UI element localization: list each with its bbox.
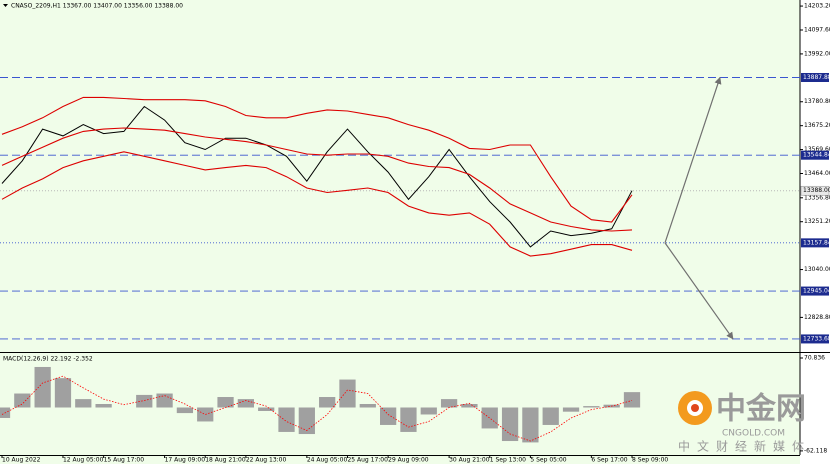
last-price-label: 13388.00	[803, 187, 830, 194]
macd-bar	[197, 407, 214, 422]
watermark-site: CNGOLD.COM	[722, 429, 785, 439]
macd-bar	[217, 397, 234, 408]
macd-bar	[522, 407, 539, 443]
macd-bar	[440, 399, 458, 408]
x-tick-label: 5 Sep 05:00	[530, 457, 566, 464]
macd-bar	[54, 378, 72, 408]
x-tick-label: 15 Aug 17:00	[104, 457, 145, 464]
last-price-box	[800, 185, 830, 196]
y-tick-label: 70.836	[804, 355, 825, 362]
signal-line	[1, 375, 633, 442]
level-label: 13544.84	[803, 152, 830, 159]
level-label-box	[801, 72, 829, 82]
x-tick-label: 10 Aug 2022	[2, 457, 41, 464]
macd-bar	[400, 407, 417, 432]
price-line	[1, 105, 633, 248]
macd-bar	[583, 406, 600, 408]
macd-bar	[237, 399, 254, 408]
level-label: 12945.04	[803, 288, 830, 295]
macd-bar	[14, 393, 31, 408]
y-tick-label: 13356.80	[804, 194, 830, 201]
x-tick-label: 18 Aug 21:00	[205, 457, 246, 464]
macd-bar	[481, 407, 498, 429]
watermark: 中金网 CNGOLD.COM 中文财经新媒体	[678, 391, 811, 454]
x-tick-label: 8 Sep 09:00	[632, 457, 668, 464]
projection-up	[664, 76, 722, 244]
macd-bar	[278, 407, 295, 432]
level-label: 13157.84	[803, 239, 830, 246]
macd-bar	[420, 407, 437, 415]
macd-bar	[75, 399, 92, 408]
level-label-box	[801, 150, 829, 160]
x-tick-label: 29 Aug 09:00	[388, 457, 429, 464]
band-line	[1, 151, 633, 257]
macd-bar	[258, 407, 275, 411]
band-line	[1, 127, 633, 232]
macd-bar	[380, 407, 397, 425]
macd-bar	[95, 404, 112, 408]
projection-down	[664, 242, 734, 340]
menu-triangle	[3, 4, 8, 7]
plot-background	[0, 0, 800, 464]
y-tick-label: 13251.20	[804, 218, 830, 225]
x-tick-label: 12 Aug 05:00	[63, 457, 104, 464]
y-tick-label: -62.118	[804, 447, 827, 454]
macd-bar	[176, 407, 194, 414]
x-tick-label: 30 Aug 21:00	[449, 457, 490, 464]
macd-bar	[542, 407, 559, 425]
y-tick-label: 13675.20	[804, 122, 830, 129]
macd-bar	[623, 392, 641, 408]
watermark-slogan: 中文财经新媒体	[678, 439, 811, 454]
level-label: 12733.68	[803, 335, 830, 342]
level-label-box	[801, 286, 829, 296]
macd-bar	[34, 366, 51, 408]
y-tick-label: 13569.60	[804, 146, 830, 153]
y-tick-label: 13464.00	[804, 170, 830, 177]
y-tick-label: 12828.80	[804, 314, 830, 321]
macd-bar	[339, 379, 356, 408]
macd-bar	[359, 404, 376, 408]
level-label-box	[801, 334, 829, 344]
x-tick-label: 17 Aug 09:00	[165, 457, 206, 464]
level-label-box	[801, 238, 829, 248]
logo-core	[691, 404, 699, 412]
y-tick-label: 14097.60	[804, 26, 830, 33]
y-tick-label: 13992.00	[804, 50, 830, 57]
y-tick-label: 13780.80	[804, 98, 830, 105]
band-line	[1, 96, 633, 223]
level-label: 13887.88	[803, 74, 830, 81]
macd-bar	[298, 407, 315, 435]
x-tick-label: 24 Aug 05:00	[307, 457, 348, 464]
macd-bar	[562, 407, 580, 412]
y-tick-label: 13040.00	[804, 266, 830, 273]
macd-bar	[319, 397, 336, 408]
x-tick-label: 25 Aug 17:00	[347, 457, 388, 464]
macd-bar	[136, 394, 153, 408]
chart-title: CNASO_2209,H1 13367.00 13407.00 13356.00…	[11, 3, 183, 10]
macd-bar	[461, 404, 478, 408]
macd-title: MACD(12,26,9) 22.192 -2.352	[3, 356, 93, 363]
x-tick-label: 6 Sep 17:00	[591, 457, 627, 464]
macd-bar	[501, 407, 519, 442]
x-tick-label: 1 Sep 13:00	[490, 457, 526, 464]
watermark-name: 中金网	[716, 392, 806, 427]
x-tick-label: 22 Aug 13:00	[246, 457, 287, 464]
y-tick-label: 14203.20	[804, 3, 830, 10]
